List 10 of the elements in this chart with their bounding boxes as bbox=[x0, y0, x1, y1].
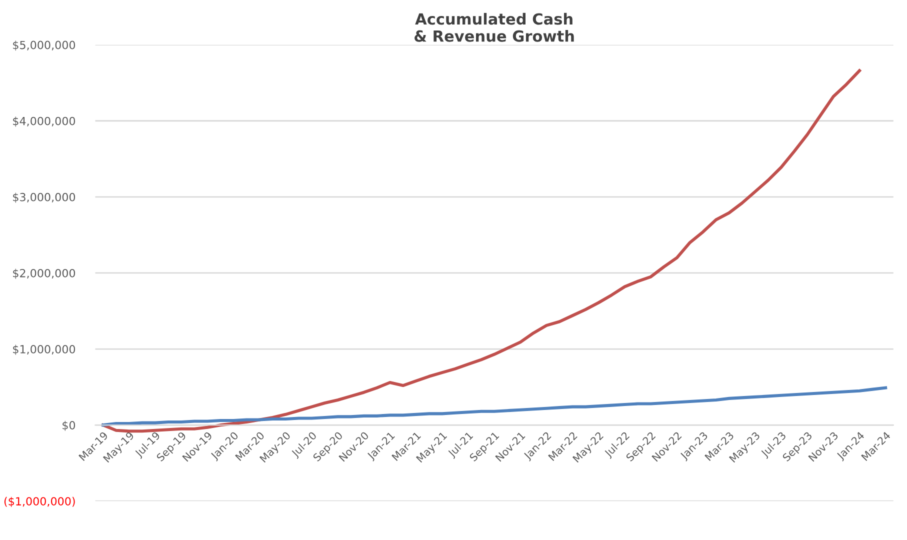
line-series bbox=[102, 386, 888, 427]
line-series bbox=[102, 69, 862, 433]
y-tick-label: $1,000,000 bbox=[13, 344, 76, 355]
y-tick-label: ($1,000,000) bbox=[4, 496, 75, 507]
y-tick-label: $0 bbox=[62, 420, 76, 431]
y-tick-label: $4,000,000 bbox=[13, 116, 76, 127]
chart-title: Accumulated Cash & Revenue Growth bbox=[414, 12, 574, 42]
y-tick-label: $3,000,000 bbox=[13, 192, 76, 203]
y-tick-label: $5,000,000 bbox=[13, 40, 76, 51]
y-tick-label: $2,000,000 bbox=[13, 268, 76, 279]
